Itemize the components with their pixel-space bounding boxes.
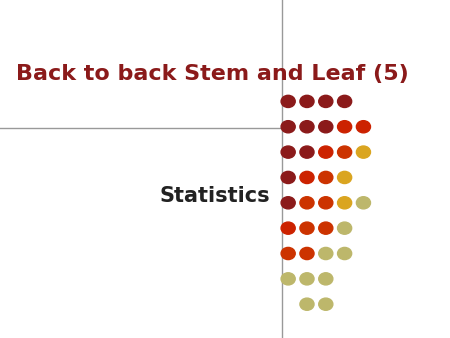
Circle shape (356, 197, 370, 209)
Circle shape (319, 146, 333, 158)
Circle shape (281, 171, 295, 184)
Text: Statistics: Statistics (160, 186, 270, 206)
Circle shape (281, 222, 295, 234)
Circle shape (281, 273, 295, 285)
Circle shape (281, 121, 295, 133)
Circle shape (300, 273, 314, 285)
Circle shape (319, 298, 333, 310)
Circle shape (338, 222, 351, 234)
Circle shape (281, 197, 295, 209)
Circle shape (319, 121, 333, 133)
Circle shape (300, 222, 314, 234)
Circle shape (356, 146, 370, 158)
Circle shape (281, 146, 295, 158)
Circle shape (319, 171, 333, 184)
Circle shape (300, 197, 314, 209)
Circle shape (356, 121, 370, 133)
Circle shape (319, 222, 333, 234)
Circle shape (319, 95, 333, 107)
Circle shape (281, 95, 295, 107)
Text: Back to back Stem and Leaf (5): Back to back Stem and Leaf (5) (16, 64, 409, 84)
Circle shape (281, 247, 295, 260)
Circle shape (300, 95, 314, 107)
Circle shape (300, 121, 314, 133)
Circle shape (338, 171, 351, 184)
Circle shape (338, 95, 351, 107)
Circle shape (338, 197, 351, 209)
Circle shape (338, 146, 351, 158)
Circle shape (338, 247, 351, 260)
Circle shape (338, 121, 351, 133)
Circle shape (319, 273, 333, 285)
Circle shape (300, 171, 314, 184)
Circle shape (319, 197, 333, 209)
Circle shape (319, 247, 333, 260)
Circle shape (300, 146, 314, 158)
Circle shape (300, 247, 314, 260)
Circle shape (300, 298, 314, 310)
